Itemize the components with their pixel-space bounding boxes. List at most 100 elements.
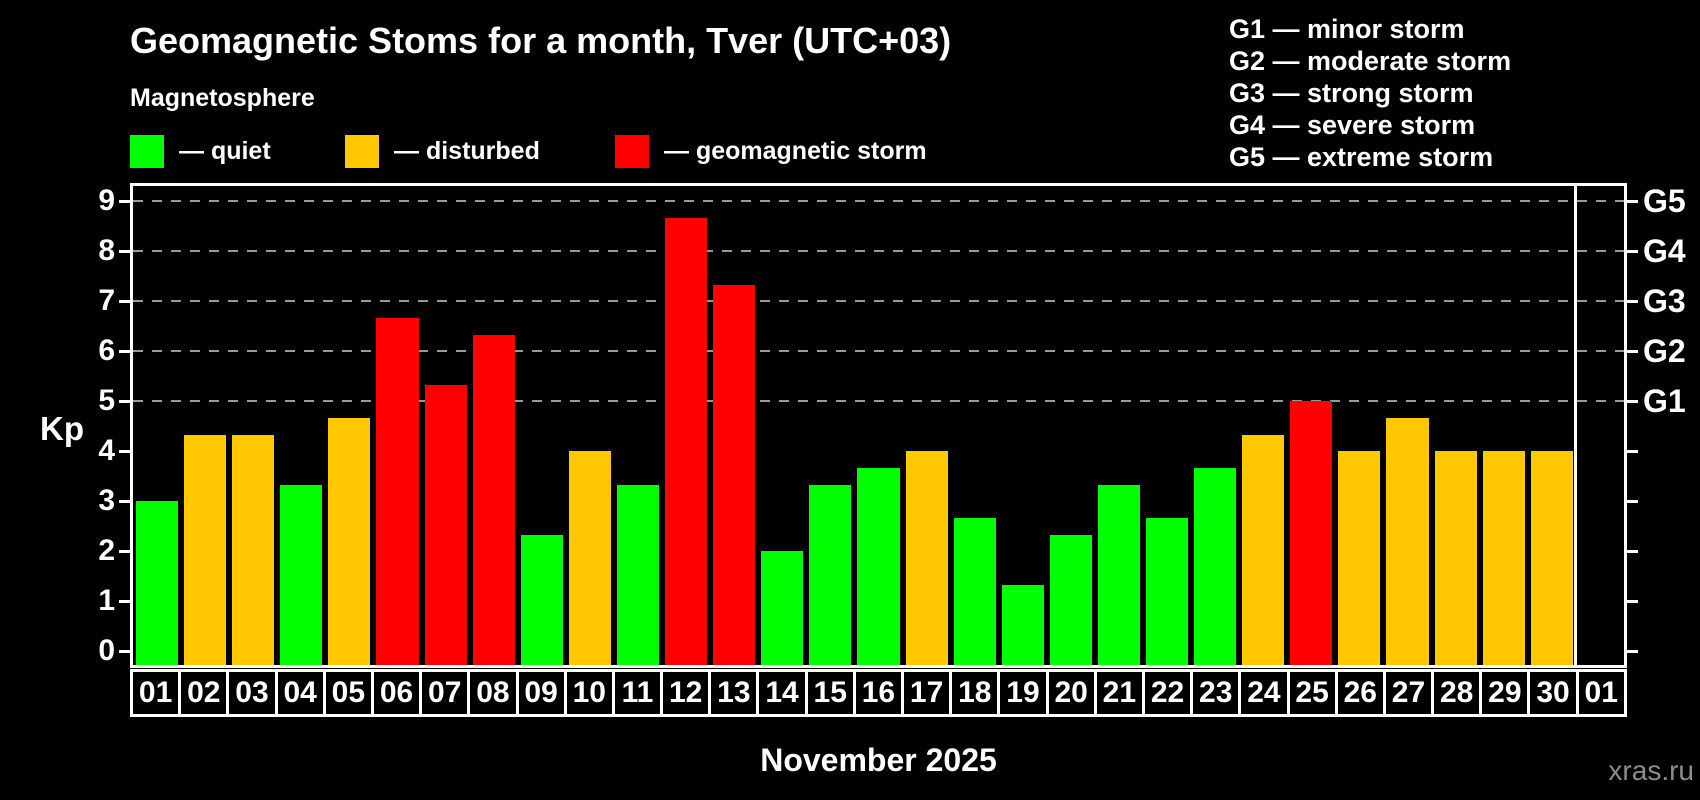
x-axis-title: November 2025 (760, 742, 997, 778)
bar-day-24-kp-4.33 (1242, 434, 1285, 665)
bar-slot-05 (325, 186, 373, 665)
day-label-03: 03 (226, 672, 274, 714)
y-axis-title: Kp (40, 410, 84, 447)
left-tick-kp2 (119, 550, 131, 553)
bar-day-10-kp-4 (568, 451, 611, 665)
left-tick-kp8 (119, 250, 131, 253)
bar-day-02-kp-4.33 (184, 434, 227, 665)
bar-slot-02 (181, 186, 229, 665)
bar-day-30-kp-4 (1530, 451, 1573, 665)
x-axis-day-labels: 01 02 03 04 05 06 07 08 09 10 11 12 13 14 15 16 17 18 19 20… (130, 669, 1627, 717)
right-tick-kp6 (1626, 350, 1638, 353)
bar-slot-16 (854, 186, 902, 665)
left-tick-kp7 (119, 300, 131, 303)
left-tick-kp9 (119, 200, 131, 203)
bar-day-11-kp-3.33 (616, 484, 660, 665)
right-tick-kp2 (1626, 550, 1638, 553)
bar-day-20-kp-2.33 (1049, 534, 1092, 665)
right-axis-label-g2: G2 (1643, 333, 1686, 369)
right-tick-kp4 (1626, 450, 1638, 453)
bar-day-06-kp-6.67 (376, 317, 419, 665)
chart-subtitle: Magnetosphere (130, 84, 315, 112)
day-label-11: 11 (611, 672, 660, 714)
bar-day-27-kp-4.67 (1386, 417, 1429, 665)
day-label-16: 16 (852, 672, 901, 714)
day-label-13: 13 (708, 672, 756, 714)
plot-inner (133, 186, 1624, 665)
left-tick-kp3 (119, 500, 131, 503)
storm-color-swatch (615, 134, 649, 168)
bar-slot-25 (1287, 186, 1335, 665)
bar-day-12-kp-8.67 (665, 217, 708, 665)
legend-item-storm: — geomagnetic storm (615, 134, 927, 168)
g-scale-legend: G1 — minor storm G2 — moderate storm G3 — … (1229, 13, 1511, 173)
g-legend-line-g3: G3 — strong storm (1229, 78, 1474, 108)
day-label-17: 17 (901, 672, 949, 714)
bar-slot-12 (662, 186, 710, 665)
bar-day-09-kp-2.33 (520, 534, 563, 665)
day-label-09: 09 (515, 672, 564, 714)
day-label-02: 02 (178, 672, 226, 714)
bar-slot-19 (999, 186, 1047, 665)
right-tick-kp5 (1626, 400, 1638, 403)
bar-day-21-kp-3.33 (1097, 484, 1140, 665)
legend-label-storm: — geomagnetic storm (664, 136, 927, 165)
right-axis-label-g4: G4 (1643, 233, 1686, 269)
gridline-kp5 (133, 400, 1624, 402)
day-label-20: 20 (1045, 672, 1094, 714)
bar-day-17-kp-4 (905, 451, 948, 665)
day-label-12: 12 (660, 672, 708, 714)
bar-day-15-kp-3.33 (809, 484, 852, 665)
bar-slot-07 (422, 186, 470, 665)
bar-slot-01 (1576, 186, 1624, 665)
g-legend-line-g5: G5 — extreme storm (1229, 142, 1494, 172)
bar-day-01-kp-3 (136, 501, 179, 665)
right-tick-kp9 (1626, 200, 1638, 203)
right-axis-label-g5: G5 (1643, 183, 1686, 219)
bar-slot-04 (277, 186, 325, 665)
bar-day-07-kp-5.33 (424, 384, 467, 665)
gridline-kp9 (133, 200, 1624, 202)
bar-day-18-kp-2.67 (953, 517, 996, 665)
y-axis-label-kp6: 6 (98, 334, 115, 367)
bar-day-19-kp-1.33 (1001, 584, 1044, 665)
right-tick-kp1 (1626, 600, 1638, 603)
left-tick-kp4 (119, 450, 131, 453)
bar-day-29-kp-4 (1482, 451, 1525, 665)
day-label-04: 04 (274, 672, 323, 714)
y-axis-label-kp1: 1 (98, 584, 115, 617)
day-label-27: 27 (1382, 672, 1431, 714)
bar-slot-10 (566, 186, 614, 665)
legend-label-disturbed: — disturbed (394, 136, 540, 165)
bar-day-28-kp-4 (1434, 451, 1477, 665)
left-tick-kp0 (119, 650, 131, 653)
day-label-06: 06 (370, 672, 419, 714)
legend-item-disturbed: — disturbed (345, 134, 540, 168)
bar-day-23-kp-3.67 (1194, 467, 1237, 665)
bar-day-14-kp-2 (761, 551, 804, 665)
bar-slot-29 (1480, 186, 1528, 665)
day-label-07: 07 (419, 672, 467, 714)
right-tick-kp3 (1626, 500, 1638, 503)
day-label-29: 29 (1479, 672, 1527, 714)
g-legend-line-g1: G1 — minor storm (1229, 14, 1465, 44)
legend-item-quiet: — quiet (130, 134, 271, 168)
chart-title: Geomagnetic Stoms for a month, Tver (UTC… (130, 20, 952, 61)
day-label-24: 24 (1238, 672, 1286, 714)
y-axis-label-kp0: 0 (98, 634, 115, 667)
left-tick-kp5 (119, 400, 131, 403)
day-label-19: 19 (997, 672, 1045, 714)
bar-day-04-kp-3.33 (280, 484, 323, 665)
y-axis-label-kp5: 5 (98, 384, 115, 417)
bar-slot-01 (133, 186, 181, 665)
y-axis-label-kp9: 9 (98, 184, 115, 217)
y-axis-label-kp8: 8 (98, 234, 115, 267)
day-label-15: 15 (804, 672, 853, 714)
bar-slot-06 (373, 186, 421, 665)
left-tick-kp1 (119, 600, 131, 603)
bar-day-26-kp-4 (1338, 451, 1381, 665)
bar-slot-24 (1239, 186, 1287, 665)
day-label-23: 23 (1190, 672, 1238, 714)
right-tick-kp7 (1626, 300, 1638, 303)
